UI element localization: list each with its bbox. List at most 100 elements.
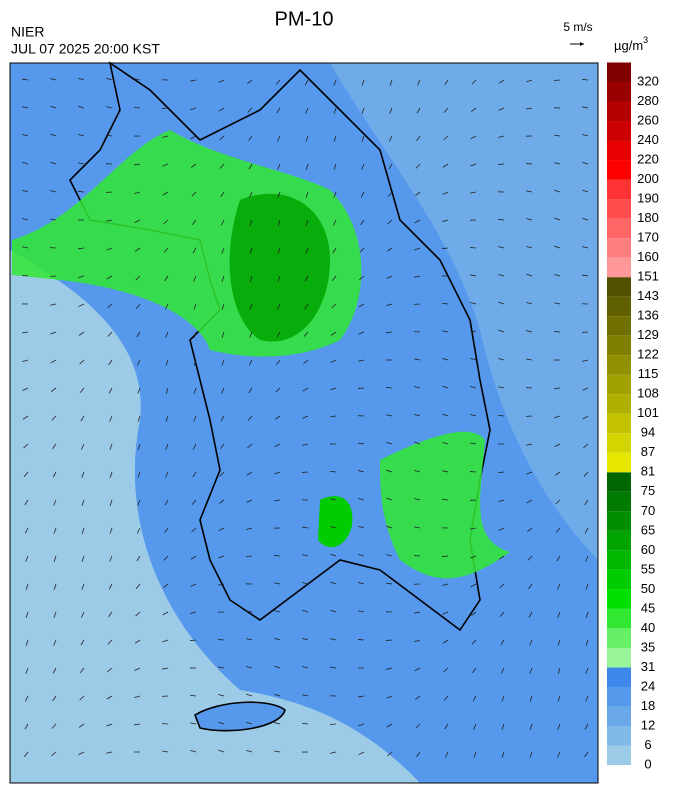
wind-arrow bbox=[333, 135, 337, 142]
wind-arrow bbox=[276, 107, 281, 114]
colorbar: 0 6 12 18 24 31 35 40 45 50 55 60 65 70 75 81 87 94 101 108… bbox=[607, 62, 659, 771]
wind-arrow bbox=[137, 471, 141, 478]
wind-arrow bbox=[301, 722, 309, 725]
wind-arrow bbox=[246, 721, 253, 725]
wind-arrow bbox=[79, 667, 85, 673]
wind-arrow bbox=[498, 386, 505, 389]
colorbar-segment bbox=[607, 394, 631, 414]
wind-arrow bbox=[78, 331, 85, 336]
wind-arrow bbox=[358, 359, 365, 362]
wind-arrow bbox=[277, 247, 281, 254]
colorbar-segment bbox=[607, 433, 631, 453]
wind-arrow bbox=[526, 358, 533, 361]
wind-arrow bbox=[442, 441, 449, 445]
wind-arrow bbox=[249, 191, 253, 198]
wind-arrow bbox=[554, 387, 561, 390]
wind-arrow bbox=[414, 667, 421, 672]
wind-arrow bbox=[557, 583, 561, 590]
wind-arrow bbox=[106, 134, 113, 137]
wind-arrow bbox=[109, 555, 113, 562]
wind-arrow bbox=[22, 78, 29, 81]
wind-arrow bbox=[276, 331, 281, 338]
wind-arrow bbox=[78, 105, 85, 109]
colorbar-label: 151 bbox=[637, 269, 659, 284]
wind-arrow bbox=[442, 583, 449, 586]
wind-arrow bbox=[162, 667, 169, 670]
wind-arrow bbox=[414, 639, 421, 643]
wind-arrow bbox=[442, 470, 449, 473]
wind-arrow bbox=[106, 77, 113, 81]
colorbar-segment bbox=[607, 179, 631, 200]
wind-arrow bbox=[359, 247, 365, 253]
wind-arrow bbox=[162, 611, 169, 616]
wind-arrow bbox=[414, 413, 421, 417]
wind-arrow bbox=[498, 555, 505, 560]
wind-arrow bbox=[190, 722, 197, 725]
wind-arrow bbox=[248, 387, 253, 394]
wind-arrow bbox=[134, 247, 141, 252]
wind-arrow bbox=[249, 247, 253, 254]
wind-arrow bbox=[163, 219, 169, 225]
wind-arrow bbox=[526, 218, 533, 221]
wind-arrow bbox=[218, 694, 225, 697]
colorbar-label: 200 bbox=[637, 171, 659, 186]
colorbar-label: 35 bbox=[641, 639, 655, 654]
wind-arrow bbox=[500, 639, 505, 646]
wind-arrow bbox=[358, 582, 365, 585]
wind-arrow bbox=[164, 527, 169, 534]
wind-arrow bbox=[136, 331, 141, 338]
wind-arrow bbox=[498, 107, 505, 111]
wind-arrow bbox=[246, 665, 253, 669]
wind-arrow bbox=[582, 217, 589, 221]
wind-arrow bbox=[50, 331, 57, 335]
wind-arrow bbox=[193, 387, 197, 394]
wind-arrow bbox=[471, 79, 477, 85]
wind-arrow bbox=[414, 275, 421, 278]
wind-arrow bbox=[584, 499, 589, 506]
wind-arrow bbox=[53, 611, 57, 618]
wind-arrow bbox=[50, 190, 57, 193]
wind-arrow bbox=[52, 667, 57, 674]
wind-arrow bbox=[557, 695, 561, 702]
wind-arrow bbox=[78, 162, 85, 165]
wind-arrow bbox=[414, 469, 421, 473]
wind-arrow bbox=[134, 191, 141, 195]
wind-arrow bbox=[360, 219, 365, 226]
wind-arrow bbox=[585, 695, 589, 702]
wind-arrow bbox=[192, 219, 197, 226]
wind-arrow bbox=[358, 751, 365, 756]
wind-arrow bbox=[385, 639, 393, 641]
wind-arrow bbox=[191, 527, 197, 533]
wind-arrow bbox=[165, 471, 169, 478]
wind-arrow bbox=[52, 443, 57, 450]
wind-arrow bbox=[22, 106, 29, 109]
colorbar-segment bbox=[607, 82, 631, 102]
colorbar-segment bbox=[607, 374, 631, 395]
colorbar-segment bbox=[607, 628, 631, 648]
wind-arrow bbox=[24, 751, 29, 757]
wind-arrow bbox=[78, 723, 85, 728]
wind-arrow bbox=[526, 443, 533, 446]
wind-vectors bbox=[21, 77, 589, 758]
wind-arrow bbox=[274, 499, 281, 502]
wind-arrow bbox=[330, 526, 337, 529]
wind-arrow bbox=[305, 135, 309, 142]
wind-arrow bbox=[52, 471, 57, 478]
wind-arrow bbox=[583, 443, 589, 449]
wind-arrow bbox=[164, 303, 169, 310]
wind-arrow bbox=[584, 751, 589, 758]
colorbar-label: 320 bbox=[637, 73, 659, 88]
wind-arrow bbox=[81, 499, 85, 506]
legend-unit-base: µg/m bbox=[614, 38, 643, 53]
wind-arrow bbox=[389, 107, 393, 114]
wind-arrow bbox=[108, 387, 113, 394]
wind-arrow bbox=[109, 443, 113, 450]
wind-arrow bbox=[304, 79, 309, 86]
wind-arrow bbox=[246, 638, 253, 641]
wind-arrow bbox=[529, 751, 533, 758]
map-frame bbox=[9, 62, 599, 784]
wind-arrow bbox=[81, 583, 85, 590]
wind-arrow bbox=[417, 79, 421, 86]
wind-arrow bbox=[134, 723, 141, 726]
colorbar-label: 24 bbox=[641, 678, 655, 693]
